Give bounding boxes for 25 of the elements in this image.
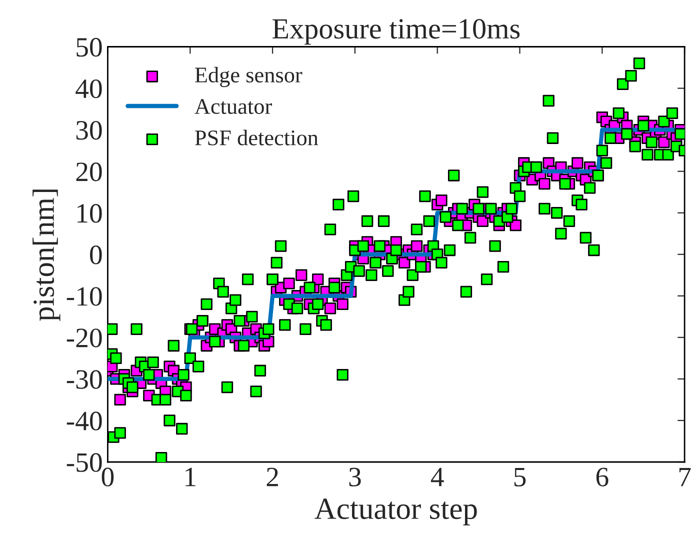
x-tick-label: 6	[596, 468, 608, 486]
legend-label: Edge sensor	[195, 66, 302, 88]
y-tick-label: 20	[76, 162, 102, 182]
y-tick-label: 30	[76, 120, 102, 140]
x-tick-label: 1	[186, 468, 196, 486]
y-tick-label: 40	[76, 79, 102, 98]
y-tick-label: -40	[66, 412, 102, 430]
y-tick-label: -20	[66, 328, 102, 348]
y-tick-label: 10	[78, 204, 102, 223]
chart-title: Exposure time=10ms	[272, 19, 520, 45]
y-tick-label: -30	[66, 370, 102, 389]
x-tick-label: 5	[514, 468, 526, 486]
x-tick-label: 3	[349, 468, 361, 486]
y-tick-label: -50	[66, 453, 102, 472]
legend-label: PSF detection	[195, 130, 318, 146]
legend-label: Actuator	[194, 99, 272, 114]
y-axis-title: piston[nm]	[32, 190, 60, 321]
y-tick-label: -10	[66, 287, 102, 306]
x-axis-title: Actuator step	[314, 498, 477, 526]
y-tick-label: 0	[90, 246, 102, 264]
x-tick-label: 0	[102, 468, 114, 486]
x-tick-label: 7	[679, 468, 691, 486]
x-tick-label: 4	[430, 468, 444, 486]
x-tick-label: 2	[266, 468, 278, 486]
y-tick-label: 50	[76, 38, 102, 57]
